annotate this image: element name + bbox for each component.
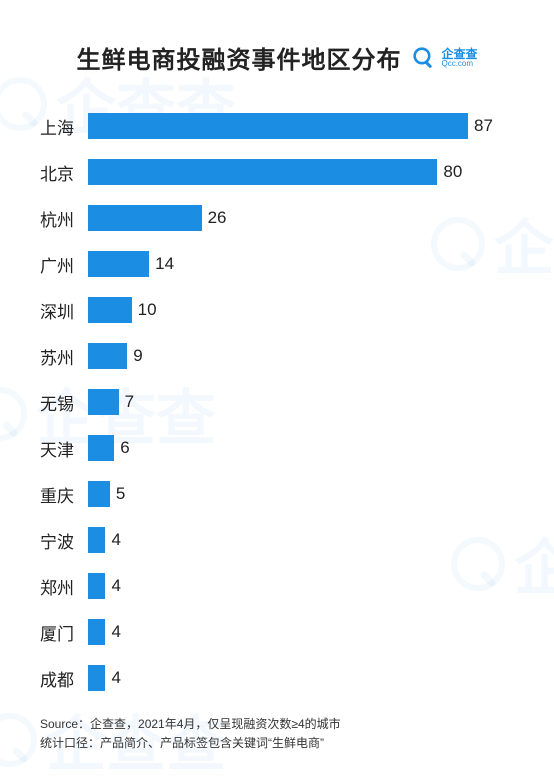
bar-track: 14 [88,241,514,287]
value-label: 5 [116,484,125,504]
magnifier-icon [411,45,437,71]
bar [88,343,127,369]
value-label: 6 [120,438,129,458]
bar-row: 成都 4 [40,655,514,701]
bar-row: 深圳 10 [40,287,514,333]
category-label: 北京 [40,160,88,185]
chart-footer: Source：企查查，2021年4月，仅呈现融资次数≥4的城市 统计口径：产品简… [40,715,514,753]
category-label: 成都 [40,666,88,691]
category-label: 重庆 [40,482,88,507]
bar [88,435,114,461]
bar-track: 4 [88,655,514,701]
logo-text-cn: 企查查 [441,48,477,60]
bar-track: 4 [88,609,514,655]
chart-container: 生鲜电商投融资事件地区分布 企查查 Qcc.com 上海 87 北京 80 杭州 26 广州… [0,0,554,773]
bar [88,297,132,323]
bar-row: 北京 80 [40,149,514,195]
category-label: 苏州 [40,344,88,369]
bar [88,573,105,599]
value-label: 87 [474,116,493,136]
value-label: 4 [111,622,120,642]
bar-row: 上海 87 [40,103,514,149]
bar-row: 广州 14 [40,241,514,287]
bar-track: 4 [88,563,514,609]
bar-row: 苏州 9 [40,333,514,379]
category-label: 宁波 [40,528,88,553]
bar [88,205,202,231]
bar [88,665,105,691]
bar-row: 重庆 5 [40,471,514,517]
bar [88,619,105,645]
logo-text-en: Qcc.com [441,60,477,68]
footer-line-2: 统计口径：产品简介、产品标签包含关键词“生鲜电商” [40,734,514,753]
category-label: 天津 [40,436,88,461]
bar [88,251,149,277]
value-label: 9 [133,346,142,366]
value-label: 10 [138,300,157,320]
category-label: 上海 [40,114,88,139]
value-label: 4 [111,668,120,688]
bar-track: 6 [88,425,514,471]
category-label: 杭州 [40,206,88,231]
category-label: 厦门 [40,620,88,645]
bar-track: 5 [88,471,514,517]
bar-track: 87 [88,103,514,149]
bar-row: 宁波 4 [40,517,514,563]
bar [88,159,437,185]
bar-track: 26 [88,195,514,241]
bar-track: 7 [88,379,514,425]
bar [88,113,468,139]
value-label: 80 [443,162,462,182]
bar-row: 杭州 26 [40,195,514,241]
value-label: 4 [111,576,120,596]
value-label: 4 [111,530,120,550]
bar [88,527,105,553]
bar-track: 4 [88,517,514,563]
bar-row: 天津 6 [40,425,514,471]
bar-row: 无锡 7 [40,379,514,425]
bar-row: 厦门 4 [40,609,514,655]
bar-track: 9 [88,333,514,379]
bar-row: 郑州 4 [40,563,514,609]
bar-chart: 上海87北京80杭州26广州14深圳10苏州9无锡7天津6重庆5宁波4郑州4厦门… [40,103,514,701]
bar [88,389,119,415]
category-label: 广州 [40,252,88,277]
category-label: 郑州 [40,574,88,599]
brand-logo: 企查查 Qcc.com [411,45,477,71]
chart-header: 生鲜电商投融资事件地区分布 企查查 Qcc.com [40,40,514,75]
bar [88,481,110,507]
bar-track: 80 [88,149,514,195]
category-label: 无锡 [40,390,88,415]
value-label: 26 [208,208,227,228]
value-label: 14 [155,254,174,274]
bar-track: 10 [88,287,514,333]
category-label: 深圳 [40,298,88,323]
footer-line-1: Source：企查查，2021年4月，仅呈现融资次数≥4的城市 [40,715,514,734]
value-label: 7 [125,392,134,412]
chart-title: 生鲜电商投融资事件地区分布 [76,40,401,75]
